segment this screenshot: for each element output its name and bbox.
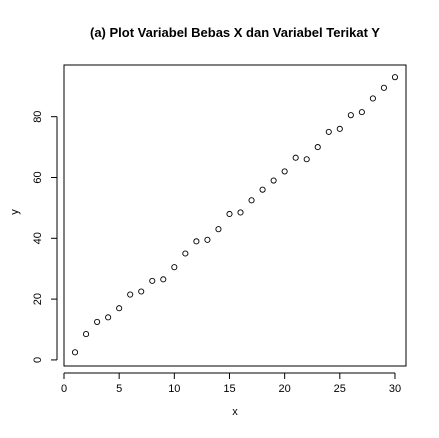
data-point [226, 210, 233, 218]
data-point [94, 318, 101, 325]
data-point [138, 288, 145, 295]
data-point [105, 314, 112, 321]
data-points [71, 74, 399, 356]
data-point [160, 276, 167, 283]
y-axis: 0 20 40 60 80 [32, 111, 58, 363]
data-point [391, 74, 399, 81]
x-tick-label: 5 [116, 383, 122, 395]
data-point [380, 84, 387, 91]
data-point [215, 226, 222, 233]
chart-title: (a) Plot Variabel Bebas X dan Variabel T… [90, 25, 380, 40]
data-point [116, 305, 123, 312]
y-axis-label: y [9, 209, 21, 215]
data-point [347, 112, 354, 119]
data-point [336, 125, 343, 132]
data-point [193, 238, 200, 245]
y-tick-label: 60 [32, 171, 44, 183]
data-point [259, 186, 266, 193]
data-point [71, 349, 79, 356]
data-point [171, 264, 178, 271]
data-point [281, 168, 288, 175]
data-point [182, 250, 189, 257]
data-point [248, 197, 255, 204]
x-axis-label: x [232, 406, 238, 418]
plot-area-frame [63, 64, 407, 367]
data-point [270, 177, 277, 184]
y-tick-label: 40 [32, 232, 44, 244]
data-point [325, 128, 332, 135]
data-point [292, 154, 299, 161]
x-tick-label: 10 [168, 383, 180, 395]
data-point [303, 156, 310, 163]
x-tick-label: 25 [334, 383, 346, 395]
x-tick-label: 0 [61, 383, 67, 395]
data-point [83, 331, 90, 338]
data-point [127, 291, 134, 298]
data-point [149, 277, 156, 284]
data-point [204, 236, 211, 243]
data-point [314, 144, 321, 151]
y-tick-label: 20 [32, 293, 44, 305]
x-axis: 0 5 10 15 20 25 30 [61, 372, 401, 395]
data-point [237, 209, 244, 216]
x-tick-label: 15 [223, 383, 235, 395]
y-tick-label: 80 [32, 111, 44, 123]
data-point [358, 109, 365, 116]
data-point [369, 95, 376, 102]
x-tick-label: 20 [279, 383, 291, 395]
x-tick-label: 30 [389, 383, 401, 395]
y-tick-label: 0 [32, 357, 44, 363]
